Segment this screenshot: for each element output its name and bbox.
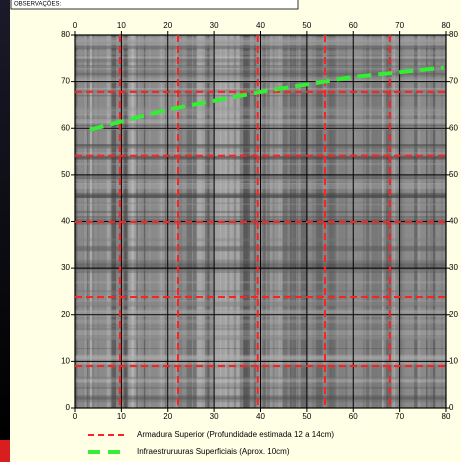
y-tick-label: 10 <box>61 356 70 365</box>
page: OBSERVAÇÕES: 001010202030304040505060607… <box>0 0 461 462</box>
x-tick-label: 60 <box>349 21 358 30</box>
x-tick-label: 50 <box>302 21 311 30</box>
y-tick-label: 0 <box>66 403 71 412</box>
side-strip-red <box>0 440 10 462</box>
x-tick-label: 0 <box>73 21 78 30</box>
y-tick-label: 80 <box>61 30 70 39</box>
y-tick-label: 40 <box>61 217 70 226</box>
chart: OBSERVAÇÕES: 001010202030304040505060607… <box>0 0 461 462</box>
y-tick-label: 60 <box>61 123 70 132</box>
y-tick-label: 20 <box>61 310 70 319</box>
y-tick-label: 30 <box>449 263 458 272</box>
y-tick-label: 20 <box>449 310 458 319</box>
x-tick-label: 80 <box>442 412 451 421</box>
side-strip <box>0 0 10 440</box>
y-tick-label: 70 <box>449 77 458 86</box>
x-tick-label: 70 <box>395 21 404 30</box>
notes-label: OBSERVAÇÕES: <box>14 1 61 8</box>
x-tick-label: 20 <box>163 412 172 421</box>
x-tick-label: 20 <box>163 21 172 30</box>
x-tick-label: 30 <box>210 412 219 421</box>
x-tick-label: 50 <box>302 412 311 421</box>
y-tick-label: 50 <box>61 170 70 179</box>
y-tick-label: 10 <box>449 356 458 365</box>
x-tick-label: 40 <box>256 21 265 30</box>
y-tick-label: 80 <box>449 30 458 39</box>
x-tick-label: 40 <box>256 412 265 421</box>
y-tick-label: 0 <box>449 403 454 412</box>
x-tick-label: 30 <box>210 21 219 30</box>
x-tick-label: 80 <box>442 21 451 30</box>
x-tick-label: 70 <box>395 412 404 421</box>
x-tick-label: 60 <box>349 412 358 421</box>
y-tick-label: 40 <box>449 217 458 226</box>
y-tick-label: 70 <box>61 77 70 86</box>
legend-label: Infraestruruuras Superficiais (Aprox. 10… <box>137 447 290 456</box>
x-tick-label: 0 <box>73 412 78 421</box>
y-tick-label: 50 <box>449 170 458 179</box>
x-tick-label: 10 <box>117 412 126 421</box>
y-tick-label: 60 <box>449 123 458 132</box>
y-tick-label: 30 <box>61 263 70 272</box>
legend-label: Armadura Superior (Profundidade estimada… <box>137 430 334 439</box>
x-tick-label: 10 <box>117 21 126 30</box>
